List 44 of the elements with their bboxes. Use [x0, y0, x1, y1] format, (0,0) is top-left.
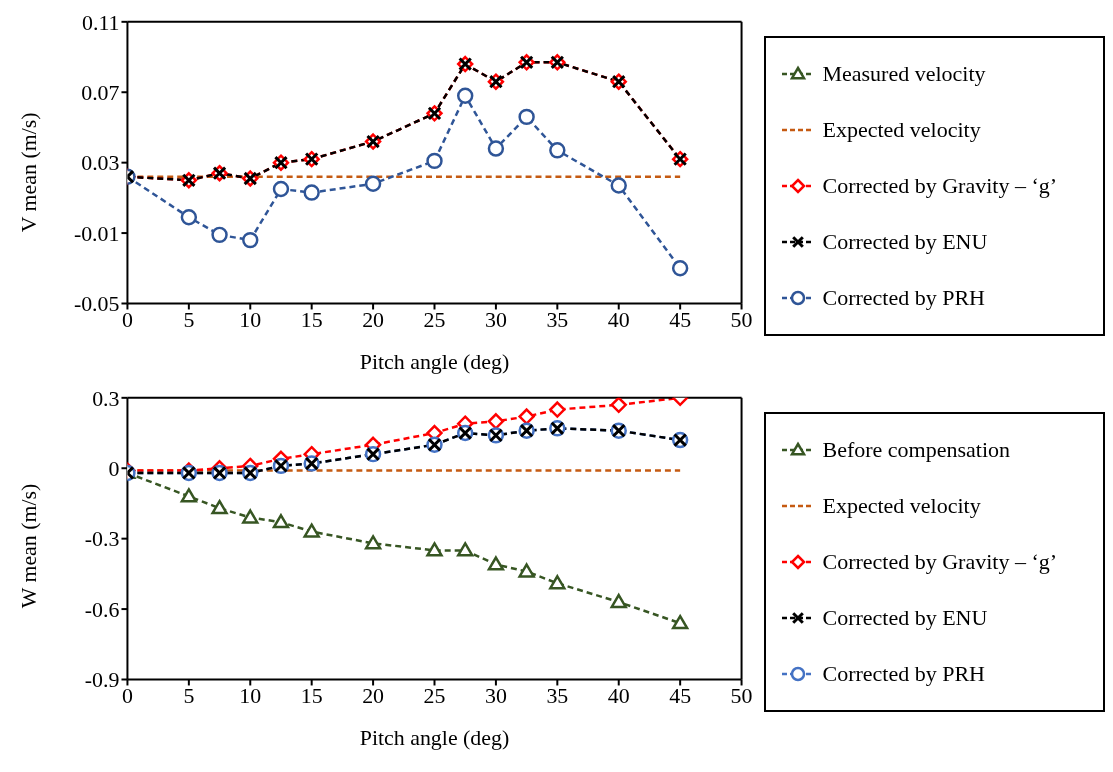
y-axis-title: W mean (m/s) [15, 483, 41, 609]
x-tick-label: 50 [730, 307, 753, 333]
x-tick-label: 20 [362, 683, 385, 709]
x-tick-label: 20 [362, 307, 385, 333]
y-tick-label: 0.11 [81, 9, 120, 35]
y-tick-label: 0.03 [81, 150, 120, 176]
y-tick-label: 0.3 [92, 385, 120, 411]
y-tick-label: -0.6 [84, 596, 120, 622]
legend-label: Measured velocity [822, 61, 986, 87]
x-tick-label: 35 [546, 307, 569, 333]
legend-label: Corrected by Gravity – ‘g’ [822, 549, 1058, 575]
x-tick-label: 5 [183, 683, 195, 709]
y-tick-label: -0.3 [84, 526, 120, 552]
x-axis-title: Pitch angle (deg) [359, 725, 510, 751]
y-tick-label: -0.01 [73, 220, 120, 246]
x-tick-label: 10 [239, 683, 262, 709]
y-tick-label: 0.07 [81, 80, 120, 106]
x-tick-label: 25 [423, 307, 446, 333]
legend-label: Expected velocity [822, 493, 981, 519]
x-tick-label: 15 [300, 683, 323, 709]
y-axis-title: V mean (m/s) [15, 112, 41, 233]
x-tick-label: 30 [484, 307, 507, 333]
x-tick-label: 5 [183, 307, 195, 333]
legend-label: Corrected by ENU [822, 229, 988, 255]
x-tick-label: 30 [484, 683, 507, 709]
x-tick-label: 50 [730, 683, 753, 709]
legend-label: Before compensation [822, 437, 1011, 463]
x-tick-label: 35 [546, 683, 569, 709]
x-tick-label: 25 [423, 683, 446, 709]
x-tick-label: 40 [607, 307, 630, 333]
legend-label: Corrected by ENU [822, 605, 988, 631]
y-tick-label: -0.05 [73, 291, 120, 317]
x-axis-title: Pitch angle (deg) [359, 349, 510, 375]
y-tick-label: 0 [108, 456, 120, 482]
x-tick-label: 10 [239, 307, 262, 333]
legend-label: Expected velocity [822, 117, 981, 143]
x-tick-label: 45 [669, 307, 692, 333]
y-tick-label: -0.9 [84, 667, 120, 693]
legend-label: Corrected by PRH [822, 661, 985, 687]
x-tick-label: 15 [300, 307, 323, 333]
legend-label: Corrected by PRH [822, 285, 985, 311]
legend-label: Corrected by Gravity – ‘g’ [822, 173, 1058, 199]
x-tick-label: 45 [669, 683, 692, 709]
x-tick-label: 40 [607, 683, 630, 709]
